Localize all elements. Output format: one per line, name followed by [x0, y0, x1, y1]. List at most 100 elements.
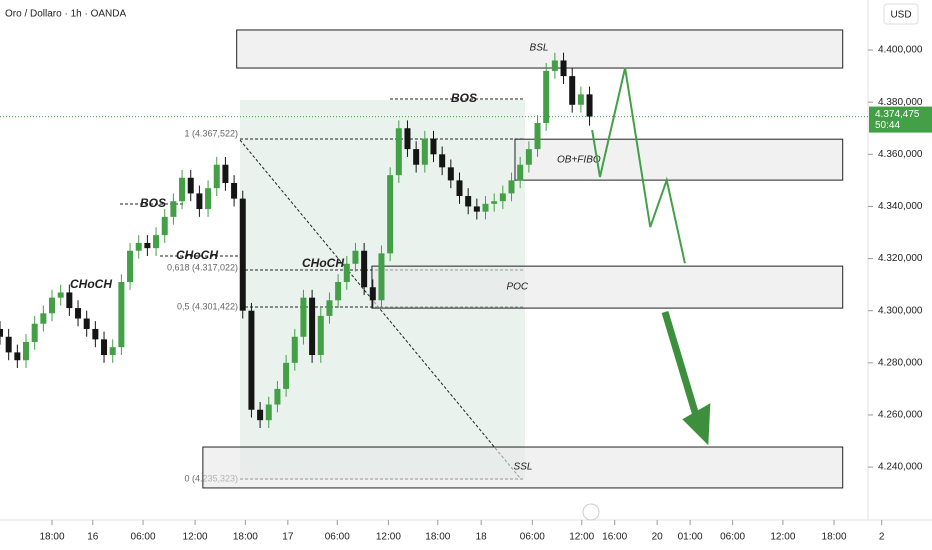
zone-label: POC — [506, 282, 528, 293]
fib-label: 0,618 (4.317,022) — [167, 262, 238, 272]
chart-title: Oro / Dollaro · 1h · OANDA — [5, 9, 126, 20]
x-tick-label: 06:00 — [520, 532, 545, 543]
fib-label: 1 (4.367,522) — [184, 128, 238, 138]
y-tick-label: 4.320,000 — [878, 253, 923, 264]
candle-body — [196, 193, 203, 210]
candle-body — [283, 362, 290, 389]
candle-body — [413, 149, 420, 165]
candle-body — [560, 60, 567, 77]
candle-body — [265, 404, 272, 421]
candle-body — [395, 128, 402, 176]
candle-body — [499, 193, 506, 202]
candle-body — [179, 177, 186, 202]
candle-body — [387, 175, 394, 254]
arrow-head — [682, 403, 711, 446]
candle-body — [447, 167, 454, 181]
candle-body — [569, 76, 576, 105]
x-tick-label: 18:00 — [40, 532, 65, 543]
x-tick-label: 18:00 — [822, 532, 847, 543]
candle-body — [274, 388, 281, 405]
y-tick-label: 4.300,000 — [878, 305, 923, 316]
candle-body — [517, 164, 524, 181]
zone — [371, 265, 844, 309]
y-tick-label: 4.280,000 — [878, 357, 923, 368]
candle-body — [326, 300, 333, 316]
last-price-tag — [869, 106, 932, 133]
x-tick-label: 16:00 — [602, 532, 627, 543]
candle-body — [586, 94, 593, 117]
candle-body — [309, 297, 316, 356]
candle-body — [508, 180, 515, 194]
y-tick-label: 4.360,000 — [878, 149, 923, 160]
candle-body — [127, 250, 134, 283]
candle-body — [525, 149, 532, 165]
candle-body — [335, 282, 342, 301]
x-tick-label: 12:00 — [376, 532, 401, 543]
x-tick-label: 18:00 — [233, 532, 258, 543]
fib-label: 0,5 (4.301,422) — [177, 301, 238, 311]
candle-body — [534, 123, 541, 150]
x-tick-label: 17 — [282, 532, 294, 543]
annotation: CHoCH — [302, 256, 344, 270]
candle-body — [456, 180, 463, 197]
annotation: BOS — [451, 91, 477, 105]
zone — [236, 29, 844, 69]
candle-body — [239, 198, 246, 311]
candle-body — [66, 292, 73, 309]
candle-body — [153, 235, 160, 249]
y-tick-label: 4.340,000 — [878, 201, 923, 212]
candle-body — [170, 201, 177, 217]
zone-label: OB+FIBO — [557, 154, 601, 165]
candle-body — [0, 328, 3, 337]
candle-body — [231, 182, 238, 199]
candle-body — [491, 201, 498, 204]
x-tick-label: 06:00 — [325, 532, 350, 543]
annotation: CHoCH — [176, 248, 218, 262]
candle-body — [40, 313, 47, 324]
candle-body — [5, 336, 12, 353]
candle-body — [101, 339, 108, 356]
x-tick-label: 18 — [476, 532, 488, 543]
candle-body — [161, 216, 168, 236]
candle-body — [213, 164, 220, 189]
candle-body — [361, 250, 368, 288]
candle-body — [75, 308, 82, 319]
candle-body — [343, 263, 350, 283]
candle-body — [205, 188, 212, 210]
candle-body — [118, 282, 125, 348]
candle-body — [473, 206, 480, 212]
candle-body — [291, 336, 298, 363]
y-tick-label: 4.380,000 — [878, 97, 923, 108]
candle-body — [248, 310, 255, 410]
currency[interactable]: USD — [890, 10, 911, 21]
candle-body — [14, 352, 21, 361]
event-icon[interactable] — [582, 503, 600, 521]
currency-button[interactable] — [883, 3, 919, 25]
x-tick-label: 12:00 — [183, 532, 208, 543]
candle-body — [144, 242, 151, 249]
candle-body — [187, 177, 194, 194]
candle-body — [352, 250, 359, 264]
x-tick-label: 16 — [87, 532, 99, 543]
candle-body — [421, 138, 428, 165]
candle-body — [465, 196, 472, 207]
x-tick-label: 12:00 — [569, 532, 594, 543]
x-tick-label: 06:00 — [131, 532, 156, 543]
x-tick-label: 06:00 — [720, 532, 745, 543]
candle-body — [404, 128, 411, 150]
candle-body — [222, 164, 229, 183]
arrow — [661, 310, 702, 425]
candle-body — [257, 409, 264, 421]
candle-body — [109, 347, 116, 356]
candle-body — [57, 292, 64, 298]
candle-body — [577, 94, 584, 105]
candle-body — [83, 318, 90, 329]
x-tick-label: 18:00 — [425, 532, 450, 543]
countdown: 50:44 — [875, 120, 900, 131]
candle-body — [543, 70, 550, 124]
annotation: CHoCH — [70, 277, 112, 291]
candle-body — [439, 154, 446, 168]
candle-body — [317, 315, 324, 356]
y-tick-label: 4.240,000 — [878, 462, 923, 473]
